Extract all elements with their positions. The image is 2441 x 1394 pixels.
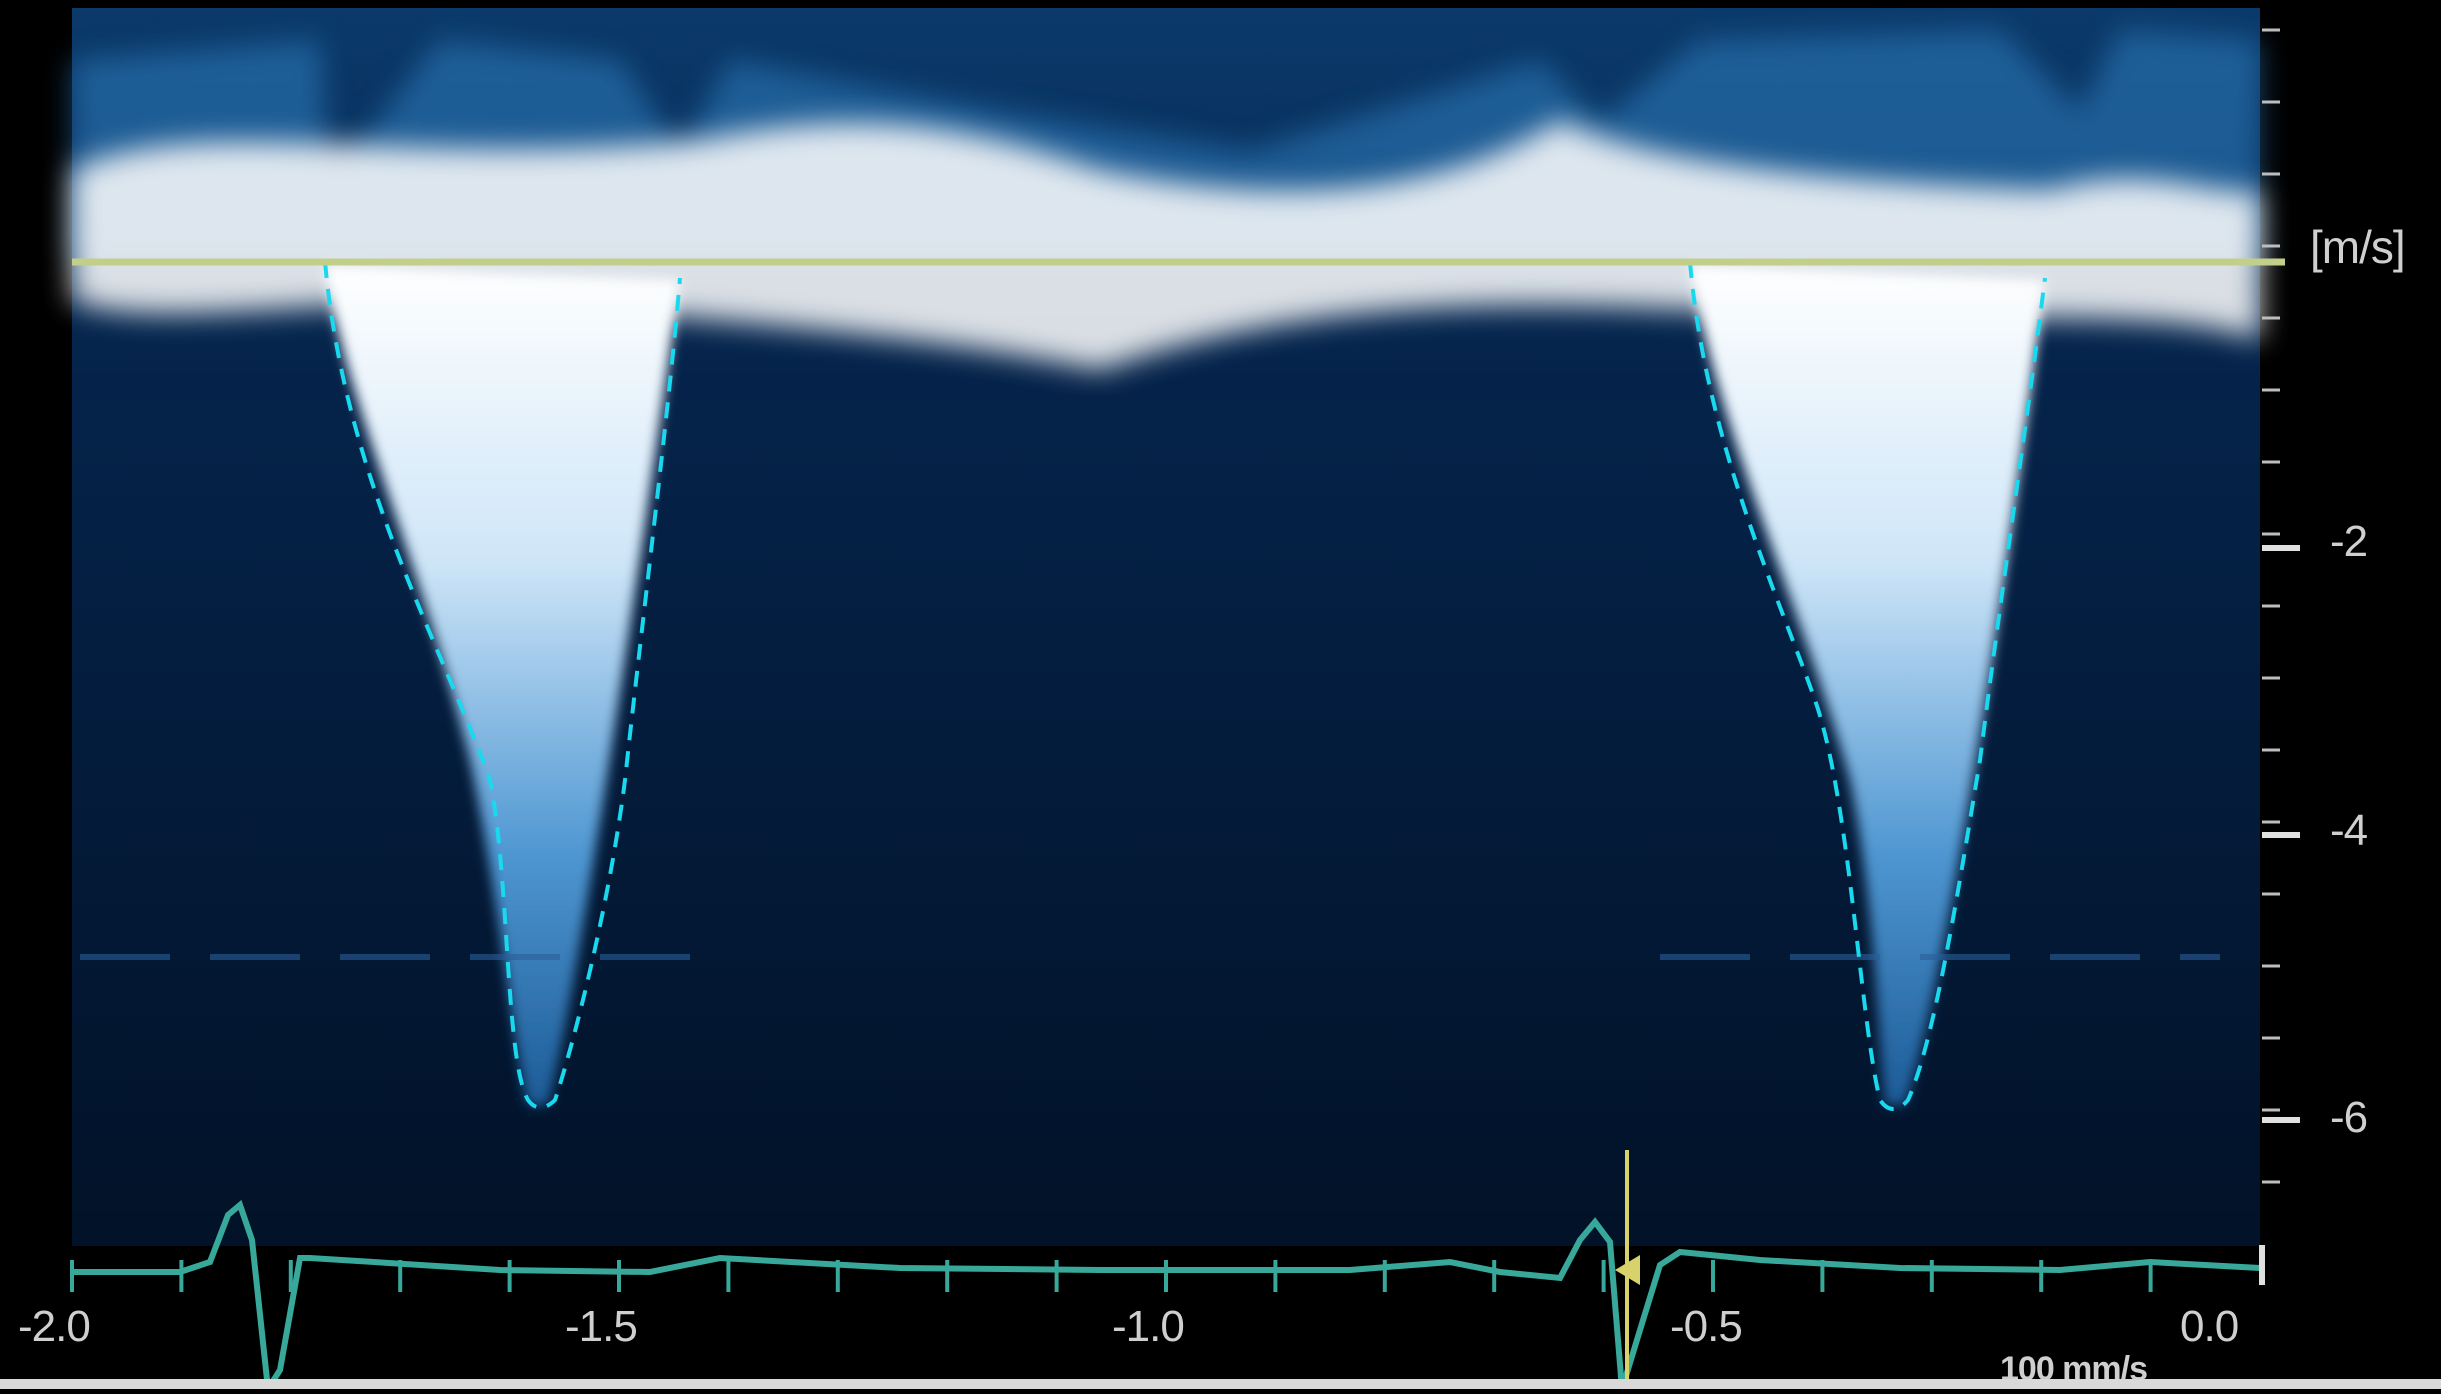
- velocity-tick-label: -4: [2330, 806, 2368, 855]
- time-tick-label: -1.5: [565, 1302, 638, 1351]
- scale-minor-ticks: [2262, 28, 2280, 1184]
- time-tick-label: -0.5: [1670, 1302, 1743, 1351]
- velocity-tick-label: -2: [2330, 517, 2368, 566]
- scale-major-ticks: [2262, 545, 2300, 1123]
- cursor-marker: [1615, 1255, 1640, 1285]
- flow-jet-2: [1690, 265, 2045, 1105]
- ecg-trace: [72, 1199, 2261, 1394]
- velocity-envelope-2: [1688, 261, 2047, 1111]
- velocity-unit-label: [m/s]: [2310, 221, 2406, 273]
- velocity-tick-label: -6: [2330, 1093, 2368, 1142]
- velocity-envelope-1: [323, 261, 682, 1110]
- time-tick-label: 0.0: [2180, 1302, 2239, 1351]
- flow-jet-1: [325, 265, 680, 1105]
- time-tick-label: -1.0: [1112, 1302, 1185, 1351]
- time-tick-label: -2.0: [18, 1302, 91, 1351]
- ecg-timing-ticks: [70, 1260, 2153, 1292]
- bottom-border: [0, 1379, 2441, 1389]
